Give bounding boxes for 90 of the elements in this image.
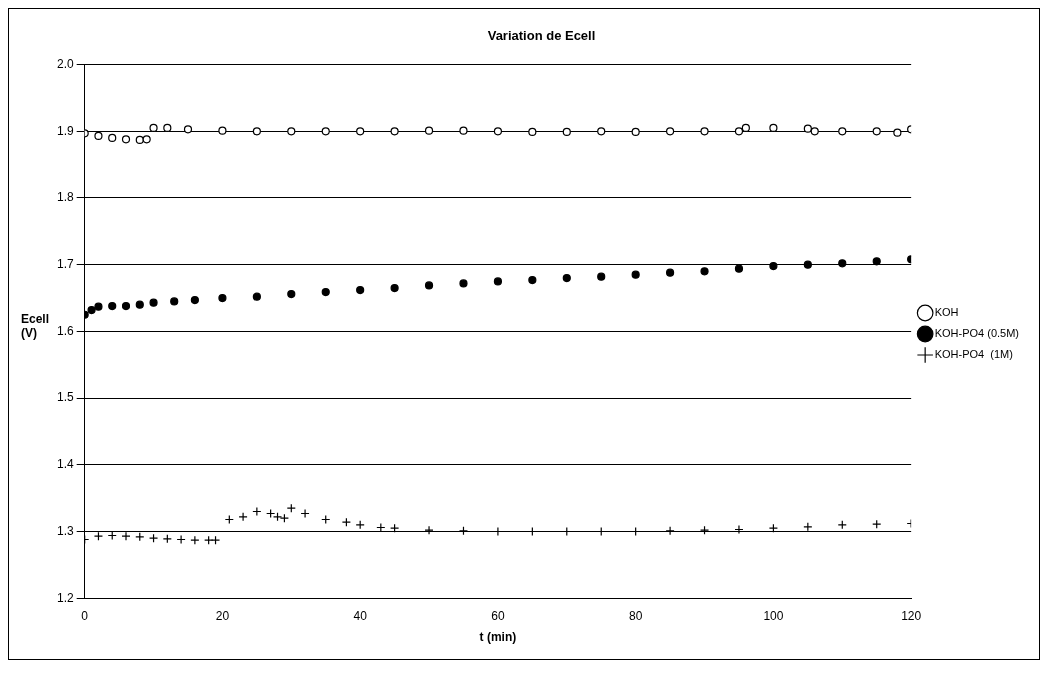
point	[108, 133, 117, 143]
point	[142, 135, 151, 144]
point	[190, 295, 199, 305]
point	[108, 301, 117, 311]
point	[631, 127, 640, 137]
point	[769, 123, 778, 133]
point	[252, 127, 261, 136]
point	[94, 131, 103, 141]
point	[872, 257, 881, 266]
point	[321, 287, 330, 297]
point	[390, 127, 399, 136]
legend-label: KOH-PO4 (1M)	[934, 348, 1013, 361]
y-tick-label: 1.8	[56, 190, 74, 205]
point	[252, 506, 262, 517]
point	[424, 126, 434, 135]
point	[390, 283, 399, 293]
y-tick-label: 2.0	[56, 56, 74, 71]
point	[163, 123, 172, 133]
point	[218, 126, 227, 135]
point	[300, 508, 310, 519]
point	[872, 127, 881, 136]
x-axis-title: t (min)	[479, 630, 517, 645]
point	[803, 124, 812, 133]
x-tick-label: 40	[353, 608, 368, 623]
y-axis-title: Ecell (V)	[21, 312, 50, 341]
point	[149, 123, 158, 133]
point	[356, 127, 365, 136]
point	[135, 300, 144, 309]
point	[893, 128, 902, 137]
point	[493, 127, 503, 136]
point	[170, 297, 179, 306]
point	[121, 531, 131, 541]
point	[176, 534, 186, 545]
point	[666, 268, 675, 277]
point	[287, 127, 296, 136]
point	[459, 126, 468, 135]
y-tick-label: 1.7	[56, 257, 74, 272]
point	[135, 135, 144, 145]
point	[218, 293, 227, 303]
legend-label: KOH	[934, 306, 959, 319]
point	[666, 127, 675, 136]
point	[838, 259, 847, 268]
point	[321, 127, 330, 136]
y-tick-label: 1.9	[56, 123, 74, 138]
point	[424, 281, 434, 290]
point	[183, 125, 193, 134]
point	[838, 127, 847, 136]
y-tick-label: 1.2	[56, 590, 74, 605]
point	[149, 298, 158, 307]
point	[238, 512, 248, 522]
point	[734, 127, 744, 136]
point	[769, 261, 778, 271]
chart-title: Variation de Ecell	[487, 28, 596, 44]
x-tick-label: 0	[81, 608, 89, 623]
point	[597, 272, 606, 281]
point	[459, 279, 468, 288]
point	[87, 305, 96, 315]
point	[700, 267, 709, 276]
point	[700, 127, 709, 136]
x-tick-label: 120	[901, 608, 922, 623]
point	[121, 301, 131, 311]
point	[528, 275, 537, 285]
y-tick-label: 1.4	[56, 457, 74, 472]
point	[741, 123, 750, 133]
point	[810, 127, 819, 136]
point	[528, 127, 537, 137]
y-tick-label: 1.5	[56, 390, 74, 405]
point	[734, 524, 744, 535]
x-tick-label: 100	[763, 608, 784, 623]
point	[665, 526, 675, 536]
point	[424, 525, 434, 535]
point	[803, 260, 812, 269]
point	[631, 270, 640, 279]
point	[121, 135, 131, 144]
point	[734, 264, 744, 273]
y-tick-label: 1.3	[56, 523, 74, 538]
point	[94, 302, 103, 311]
point	[287, 289, 296, 299]
x-tick-label: 60	[491, 608, 505, 623]
legend-label: KOH-PO4 (0.5M)	[934, 327, 1020, 340]
point	[190, 535, 200, 545]
point	[562, 127, 571, 137]
x-tick-label: 20	[215, 608, 230, 623]
point	[252, 292, 261, 301]
point	[356, 285, 365, 295]
y-tick-label: 1.6	[56, 323, 74, 338]
x-tick-label: 80	[628, 608, 643, 623]
point	[597, 127, 606, 136]
point	[562, 273, 571, 283]
point	[493, 277, 503, 286]
